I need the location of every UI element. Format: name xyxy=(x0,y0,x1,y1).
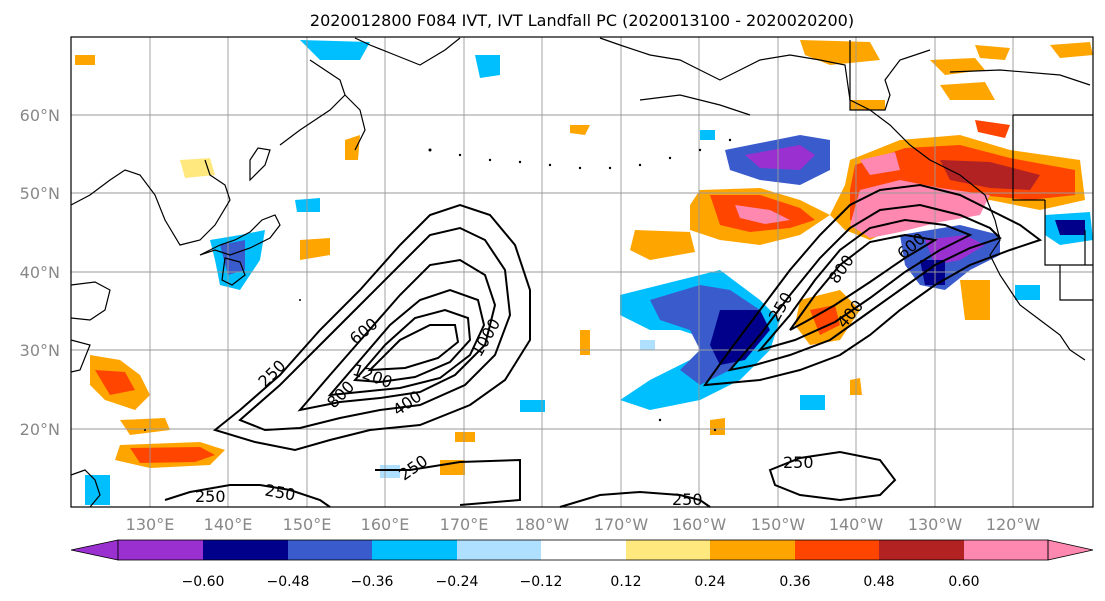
positive-anomaly-shading xyxy=(75,40,1093,475)
lon-label: 160°W xyxy=(672,515,727,534)
coastlines xyxy=(70,37,1093,508)
lon-label: 180°W xyxy=(515,515,570,534)
lon-label: 170°E xyxy=(440,515,489,534)
lat-label: 60°N xyxy=(20,106,60,125)
colorbar-tick-label: −0.24 xyxy=(436,574,479,590)
lat-label: 50°N xyxy=(20,184,60,203)
lon-label: 120°W xyxy=(986,515,1041,534)
colorbar-frame xyxy=(117,539,1049,561)
colorbar-tick-label: −0.48 xyxy=(267,574,310,590)
lon-label: 140°W xyxy=(829,515,884,534)
contour-label: 250 xyxy=(783,453,814,472)
colorbar-swatch xyxy=(457,540,541,560)
figure-title: 2020012800 F084 IVT, IVT Landfall PC (20… xyxy=(310,11,854,30)
island-dots xyxy=(144,138,732,432)
colorbar-swatch xyxy=(710,540,795,560)
map-frame xyxy=(70,36,1094,508)
lat-label: 30°N xyxy=(20,341,60,360)
colorbar xyxy=(70,539,1094,561)
colorbar-swatch xyxy=(541,540,626,560)
lon-label: 150°E xyxy=(283,515,332,534)
lon-label: 160°E xyxy=(361,515,410,534)
colorbar-swatch xyxy=(964,540,1048,560)
colorbar-swatch xyxy=(288,540,372,560)
map-panel: 250 250 250 600 800 1200 400 1000 250 25… xyxy=(70,36,1094,509)
colorbar-swatch xyxy=(795,540,879,560)
colorbar-tick-label: −0.36 xyxy=(351,574,394,590)
colorbar-swatch xyxy=(118,540,203,560)
colorbar-min-arrow xyxy=(70,539,119,561)
colorbar-tick-label: 0.36 xyxy=(779,574,810,590)
colorbar-swatch xyxy=(626,540,710,560)
lon-label: 150°W xyxy=(751,515,806,534)
colorbar-tick-label: 0.48 xyxy=(863,574,894,590)
lat-label: 40°N xyxy=(20,263,60,282)
map-grid xyxy=(71,37,1093,507)
lon-label: 140°E xyxy=(204,515,253,534)
colorbar-max-arrow xyxy=(1047,539,1094,561)
colorbar-swatch xyxy=(372,540,457,560)
colorbar-tick-label: 0.60 xyxy=(948,574,979,590)
colorbar-tick-label: 0.12 xyxy=(610,574,641,590)
longitude-labels: 130°E 140°E 150°E 160°E 170°E 180°W 170°… xyxy=(126,515,1041,534)
colorbar-swatch xyxy=(203,540,288,560)
colorbar-tick-label: −0.12 xyxy=(520,574,563,590)
colorbar-tick-label: −0.60 xyxy=(182,574,225,590)
lat-label: 20°N xyxy=(20,420,60,439)
lon-label: 170°W xyxy=(594,515,649,534)
contour-label: 250 xyxy=(672,490,703,509)
ivt-contours xyxy=(164,183,1043,508)
contour-label: 250 xyxy=(195,487,226,506)
lon-label: 130°E xyxy=(126,515,175,534)
colorbar-swatch xyxy=(879,540,964,560)
colorbar-tick-label: 0.24 xyxy=(694,574,725,590)
negative-anomaly-shading xyxy=(85,40,1093,505)
latitude-labels: 20°N 30°N 40°N 50°N 60°N xyxy=(20,106,60,439)
colorbar-ticks: −0.60 −0.48 −0.36 −0.24 −0.12 0.12 0.24 … xyxy=(182,574,980,590)
lon-label: 130°W xyxy=(908,515,963,534)
